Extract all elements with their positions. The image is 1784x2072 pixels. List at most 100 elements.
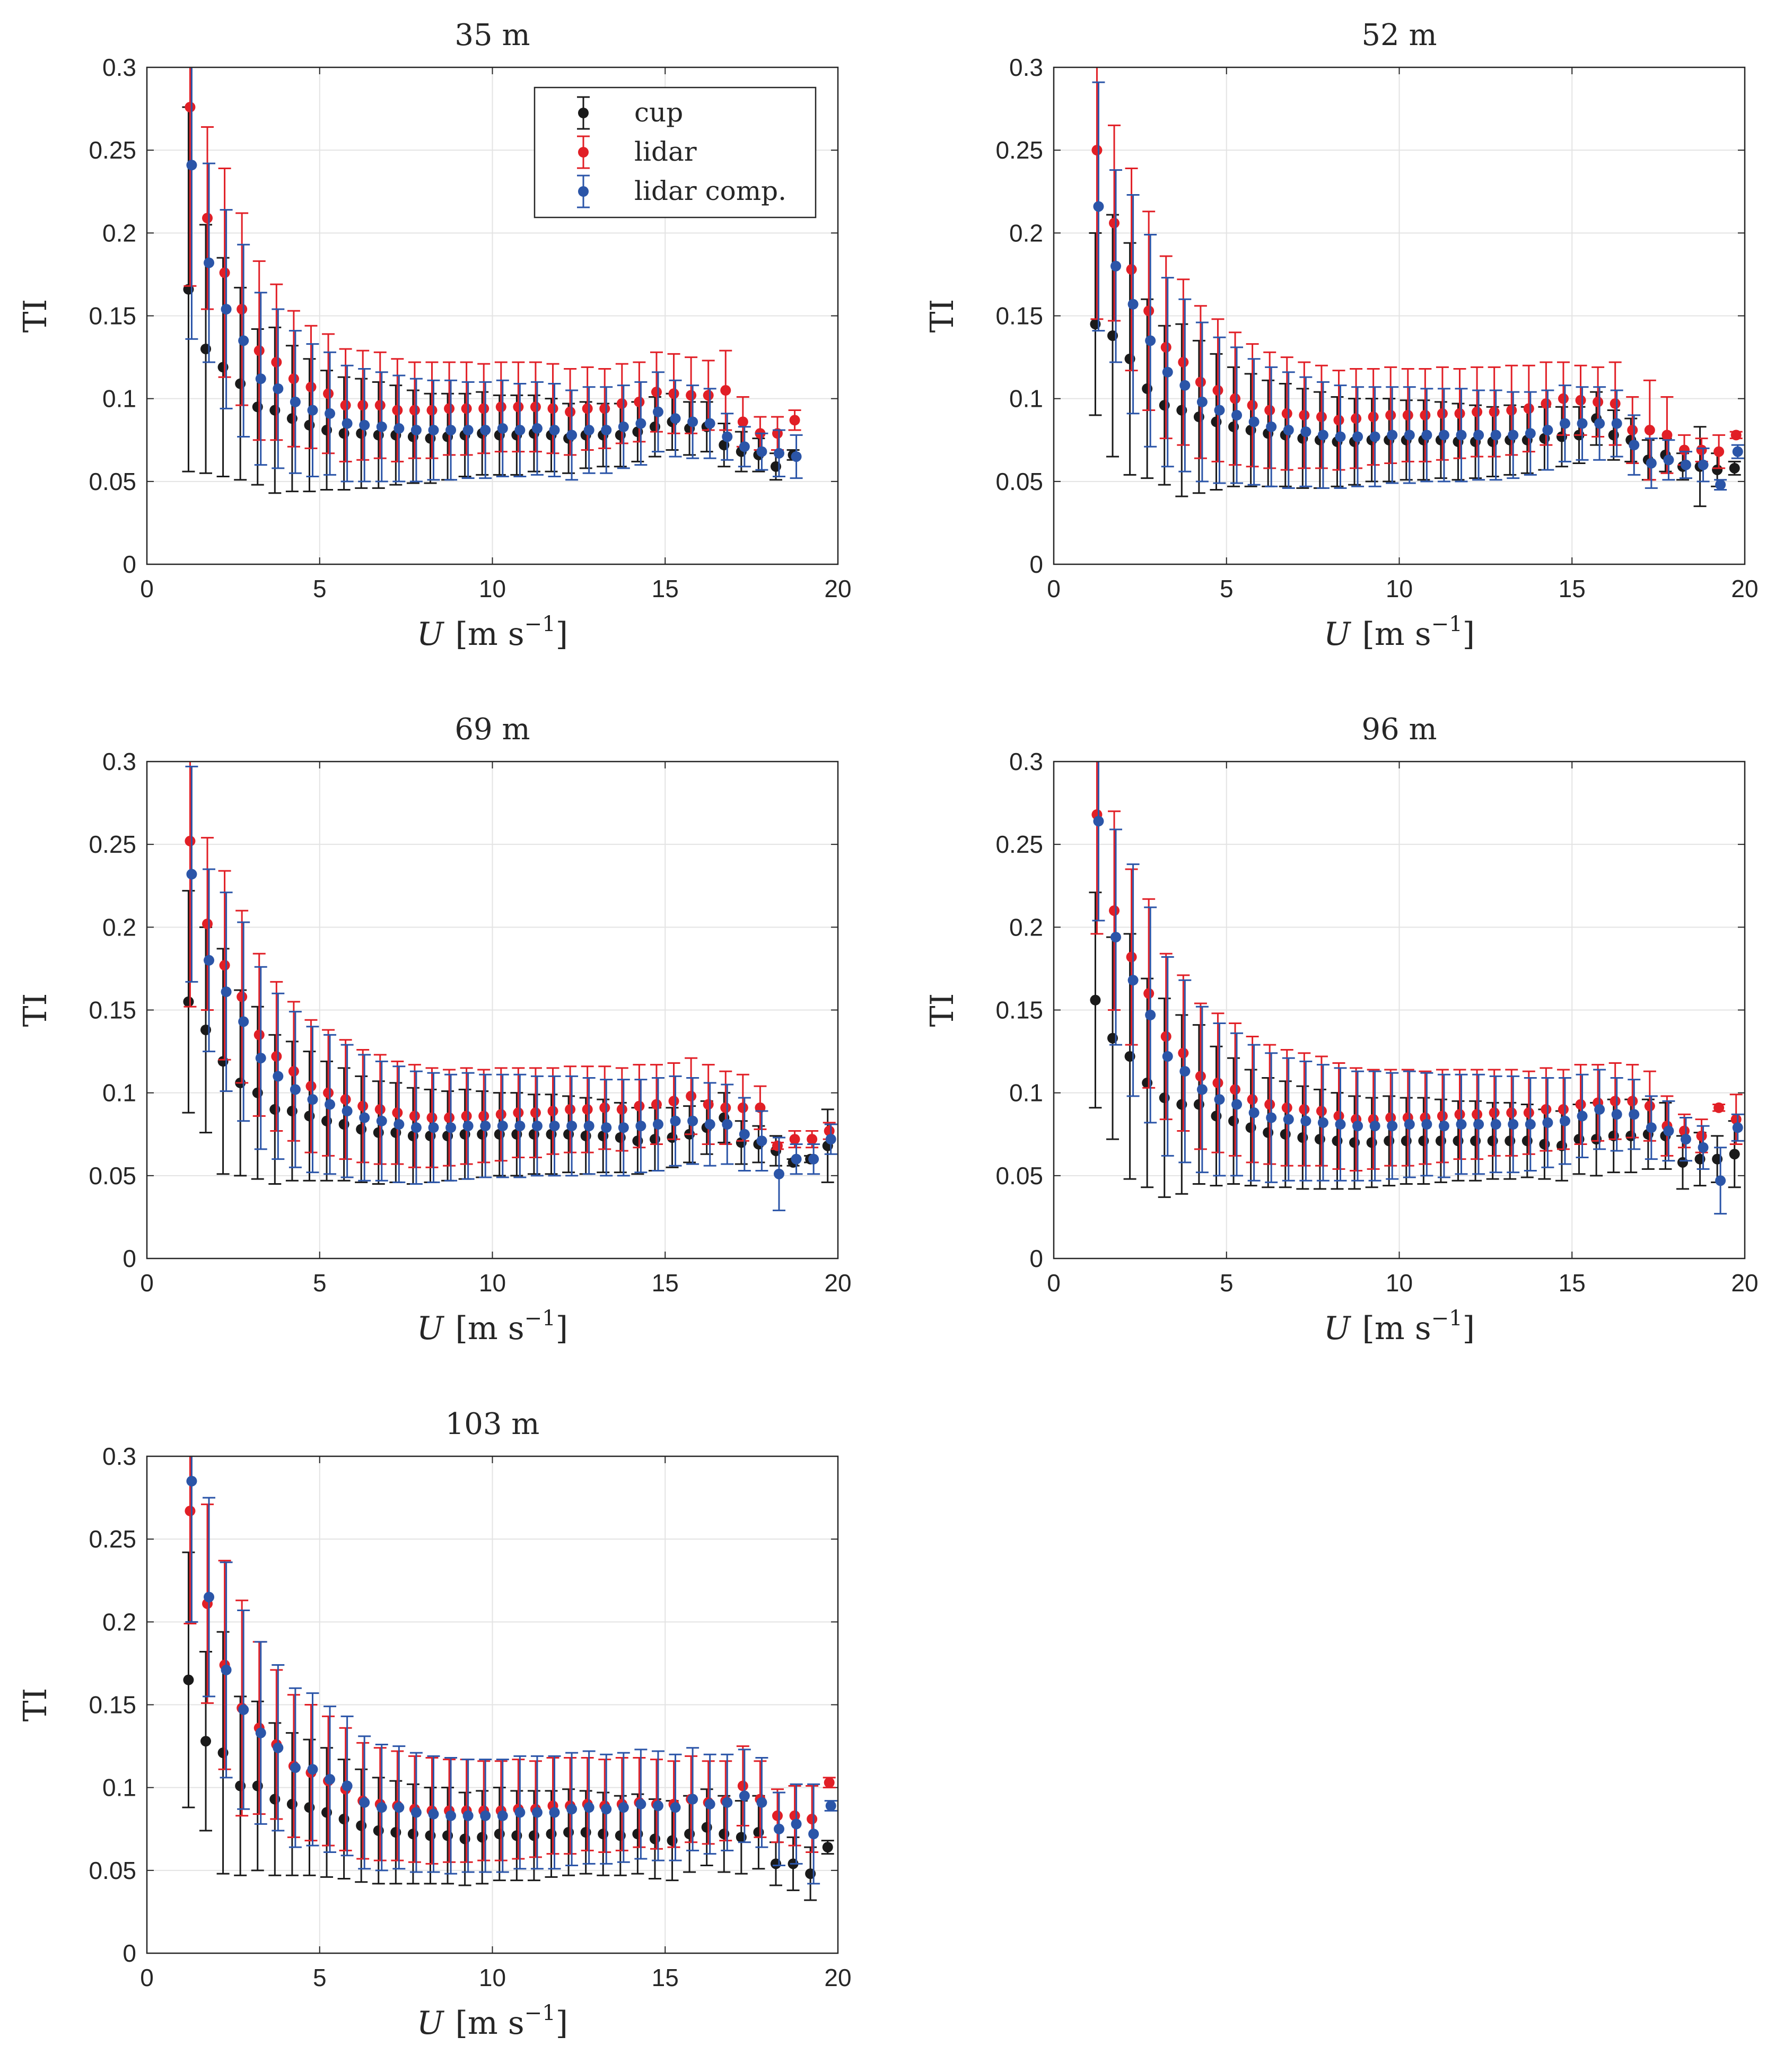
data-point xyxy=(634,1100,645,1112)
data-point xyxy=(1179,380,1191,391)
y-tick-label: 0.3 xyxy=(102,748,136,775)
axes-frame xyxy=(146,760,839,1260)
x-tick-label: 5 xyxy=(1220,1269,1234,1297)
data-point xyxy=(582,403,593,414)
data-point xyxy=(1541,1104,1552,1115)
series-lidar-comp- xyxy=(185,67,803,483)
data-point xyxy=(1300,426,1311,438)
data-point xyxy=(1472,406,1483,417)
data-point xyxy=(255,1053,266,1064)
data-point xyxy=(253,1029,265,1041)
data-point xyxy=(340,400,351,411)
data-point xyxy=(720,385,731,396)
data-point xyxy=(1644,1100,1655,1112)
data-point xyxy=(444,1112,455,1123)
data-point xyxy=(1678,444,1690,456)
data-point xyxy=(1610,398,1621,409)
data-point xyxy=(1281,408,1292,419)
data-point xyxy=(1264,405,1275,416)
x-axis-var: U xyxy=(1324,1310,1352,1347)
data-point xyxy=(1335,1119,1346,1130)
x-tick-label: 5 xyxy=(1220,575,1234,602)
data-point xyxy=(513,1107,524,1118)
data-point xyxy=(1299,1104,1310,1115)
data-point xyxy=(1333,415,1344,426)
data-point xyxy=(221,1664,232,1675)
data-point xyxy=(1437,408,1448,419)
data-point xyxy=(1629,440,1640,451)
x-tick-label: 20 xyxy=(1731,1269,1758,1297)
x-axis-unit: [m s xyxy=(456,1310,524,1347)
data-point xyxy=(1593,396,1604,407)
y-tick-label: 0.15 xyxy=(995,302,1043,330)
data-point xyxy=(549,425,560,436)
data-point xyxy=(1489,1107,1500,1118)
data-point xyxy=(1559,418,1570,429)
data-layer xyxy=(182,67,803,494)
data-point xyxy=(273,1071,284,1082)
data-point xyxy=(789,1810,800,1821)
legend-entry: lidar comp. xyxy=(634,176,786,206)
data-point xyxy=(773,1168,784,1179)
data-point xyxy=(1145,335,1156,346)
data-point xyxy=(1316,1106,1327,1117)
data-point xyxy=(582,1104,593,1115)
data-point xyxy=(791,1819,802,1830)
data-point xyxy=(480,1121,491,1132)
chart-title: 69 m xyxy=(454,712,530,747)
data-point xyxy=(1196,1084,1208,1095)
x-axis-label: U [m s−1] xyxy=(1324,1306,1475,1347)
y-tick-label: 0 xyxy=(123,1245,136,1272)
data-point xyxy=(1713,446,1725,457)
data-point xyxy=(183,1674,194,1685)
data-point xyxy=(791,1153,802,1165)
data-point xyxy=(1696,1130,1707,1141)
data-point xyxy=(1713,1102,1725,1113)
data-point xyxy=(273,383,284,394)
data-point xyxy=(1421,1119,1432,1130)
data-point xyxy=(773,448,784,459)
data-point xyxy=(1404,430,1415,441)
data-point xyxy=(703,390,714,401)
y-tick-label: 0.15 xyxy=(89,996,136,1024)
data-point xyxy=(789,1134,800,1145)
data-point xyxy=(221,986,232,998)
data-point xyxy=(737,1102,748,1113)
data-point xyxy=(462,1121,474,1132)
data-point xyxy=(1559,1115,1570,1126)
data-point xyxy=(547,403,558,414)
data-point xyxy=(1732,1122,1743,1133)
data-point xyxy=(183,996,194,1007)
data-point xyxy=(478,403,489,414)
data-point xyxy=(290,1084,301,1095)
data-point xyxy=(566,1121,578,1132)
data-point xyxy=(670,1115,681,1126)
data-point xyxy=(1247,1094,1258,1105)
data-point xyxy=(1283,1114,1294,1125)
data-point xyxy=(426,405,438,416)
y-tick-label: 0.2 xyxy=(102,219,136,247)
x-axis-close: ] xyxy=(556,1310,568,1347)
data-point xyxy=(651,1099,662,1110)
data-point xyxy=(323,1087,334,1098)
data-point xyxy=(1212,385,1223,396)
data-point xyxy=(530,1107,541,1118)
data-point xyxy=(651,387,662,398)
x-axis-unit: [m s xyxy=(1362,1310,1431,1347)
series-lidar xyxy=(183,762,836,1168)
data-point xyxy=(1644,425,1655,436)
data-point xyxy=(1317,430,1328,441)
data-point xyxy=(722,1797,733,1808)
data-point xyxy=(237,991,248,1002)
legend-marker xyxy=(578,147,589,158)
data-point xyxy=(668,388,679,399)
x-tick-label: 15 xyxy=(652,1964,679,1991)
data-point xyxy=(185,835,196,846)
data-point xyxy=(808,1153,819,1165)
data-point xyxy=(1178,356,1189,368)
data-point xyxy=(1231,409,1243,421)
data-point xyxy=(703,1099,714,1110)
data-point xyxy=(1542,1117,1553,1128)
data-point xyxy=(720,1102,731,1113)
data-point xyxy=(444,403,455,414)
